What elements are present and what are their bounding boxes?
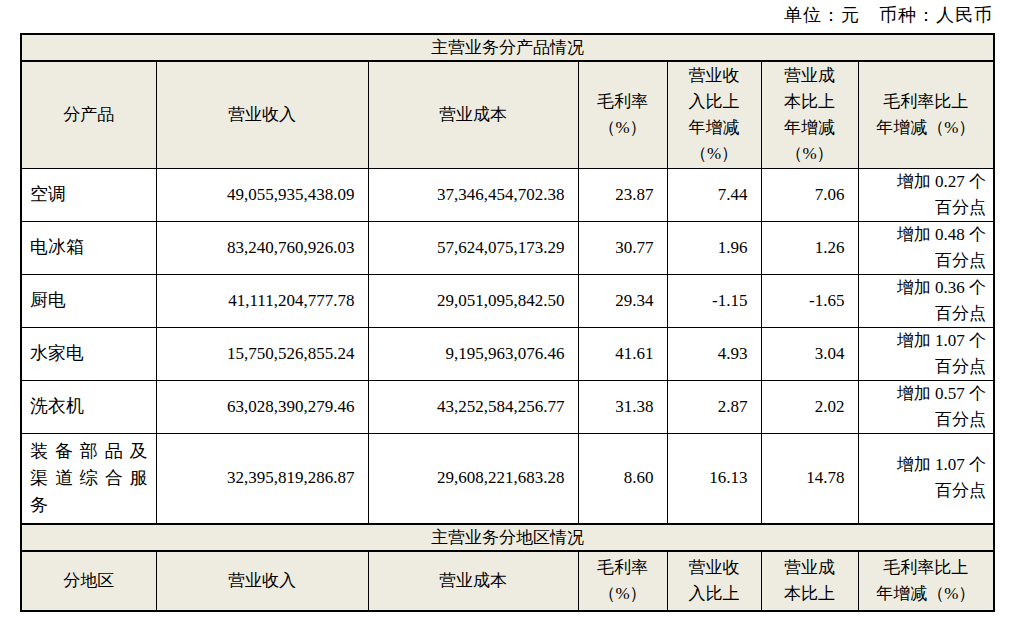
- cell-product: 洗衣机: [21, 380, 156, 433]
- table-row: 电冰箱 83,240,760,926.03 57,624,075,173.29 …: [21, 221, 994, 274]
- col-header-revenue-change: 营业收 入比上 年增减 （%）: [667, 61, 761, 168]
- col-header-margin: 毛利率 （%）: [578, 61, 667, 168]
- cell-product: 厨电: [21, 274, 156, 327]
- cell-product: 装备部品及渠道综合服务: [21, 433, 156, 524]
- cell-revenue: 49,055,935,438.09: [156, 168, 368, 221]
- cell-margin-change: 增加 1.07 个 百分点: [858, 433, 994, 524]
- col-header-revenue: 营业收入: [156, 551, 368, 611]
- cell-product: 电冰箱: [21, 221, 156, 274]
- cell-product: 空调: [21, 168, 156, 221]
- table-row: 洗衣机 63,028,390,279.46 43,252,584,256.77 …: [21, 380, 994, 433]
- cell-margin-change: 增加 1.07 个 百分点: [858, 327, 994, 380]
- cell-revenue-change: 16.13: [667, 433, 761, 524]
- cell-revenue-change: 7.44: [667, 168, 761, 221]
- section1-title: 主营业务分产品情况: [21, 34, 994, 61]
- cell-margin-change: 增加 0.57 个 百分点: [858, 380, 994, 433]
- cell-margin-change: 增加 0.36 个 百分点: [858, 274, 994, 327]
- col-header-margin-change: 毛利率比上 年增减（%）: [858, 551, 994, 611]
- col-header-cost-change: 营业成 本比上 年增减 （%）: [761, 61, 858, 168]
- cell-cost-change: -1.65: [761, 274, 858, 327]
- cell-margin: 8.60: [578, 433, 667, 524]
- table-row: 空调 49,055,935,438.09 37,346,454,702.38 2…: [21, 168, 994, 221]
- report-page: 单位：元 币种：人民币 主营业务分产品情况 分产品 营业收入 营业成本 毛利率 …: [0, 0, 1024, 633]
- cell-revenue-change: 4.93: [667, 327, 761, 380]
- table-row: 水家电 15,750,526,855.24 9,195,963,076.46 4…: [21, 327, 994, 380]
- cell-revenue-change: -1.15: [667, 274, 761, 327]
- cell-margin: 31.38: [578, 380, 667, 433]
- table-row: 装备部品及渠道综合服务 32,395,819,286.87 29,608,221…: [21, 433, 994, 524]
- col-header-cost: 营业成本: [368, 551, 578, 611]
- cell-margin: 23.87: [578, 168, 667, 221]
- col-header-margin: 毛利率 （%）: [578, 551, 667, 611]
- col-header-product: 分产品: [21, 61, 156, 168]
- col-header-cost-change: 营业成 本比上: [761, 551, 858, 611]
- cell-cost-change: 14.78: [761, 433, 858, 524]
- cell-margin: 30.77: [578, 221, 667, 274]
- cell-revenue-change: 2.87: [667, 380, 761, 433]
- section1-header-row: 分产品 营业收入 营业成本 毛利率 （%） 营业收 入比上 年增减 （%） 营业…: [21, 61, 994, 168]
- table-row: 厨电 41,111,204,777.78 29,051,095,842.50 2…: [21, 274, 994, 327]
- cell-margin: 29.34: [578, 274, 667, 327]
- col-header-margin-change: 毛利率比上 年增减（%）: [858, 61, 994, 168]
- cell-revenue: 15,750,526,855.24: [156, 327, 368, 380]
- section2-title-row: 主营业务分地区情况: [21, 524, 994, 551]
- unit-currency-note: 单位：元 币种：人民币: [784, 3, 993, 27]
- cell-revenue: 83,240,760,926.03: [156, 221, 368, 274]
- col-header-revenue-change: 营业收 入比上: [667, 551, 761, 611]
- cell-revenue: 63,028,390,279.46: [156, 380, 368, 433]
- main-business-table: 主营业务分产品情况 分产品 营业收入 营业成本 毛利率 （%） 营业收 入比上 …: [20, 33, 995, 612]
- cell-revenue-change: 1.96: [667, 221, 761, 274]
- section2-header-row: 分地区 营业收入 营业成本 毛利率 （%） 营业收 入比上 营业成 本比上 毛利…: [21, 551, 994, 611]
- cell-cost-change: 1.26: [761, 221, 858, 274]
- section1-title-row: 主营业务分产品情况: [21, 34, 994, 61]
- cell-cost: 9,195,963,076.46: [368, 327, 578, 380]
- cell-cost-change: 7.06: [761, 168, 858, 221]
- col-header-revenue: 营业收入: [156, 61, 368, 168]
- cell-margin: 41.61: [578, 327, 667, 380]
- cell-cost-change: 2.02: [761, 380, 858, 433]
- cell-product: 水家电: [21, 327, 156, 380]
- cell-cost-change: 3.04: [761, 327, 858, 380]
- col-header-region: 分地区: [21, 551, 156, 611]
- cell-margin-change: 增加 0.48 个 百分点: [858, 221, 994, 274]
- cell-cost: 43,252,584,256.77: [368, 380, 578, 433]
- cell-cost: 29,608,221,683.28: [368, 433, 578, 524]
- cell-revenue: 41,111,204,777.78: [156, 274, 368, 327]
- cell-margin-change: 增加 0.27 个 百分点: [858, 168, 994, 221]
- cell-revenue: 32,395,819,286.87: [156, 433, 368, 524]
- cell-cost: 57,624,075,173.29: [368, 221, 578, 274]
- cell-cost: 37,346,454,702.38: [368, 168, 578, 221]
- section2-title: 主营业务分地区情况: [21, 524, 994, 551]
- cell-cost: 29,051,095,842.50: [368, 274, 578, 327]
- col-header-cost: 营业成本: [368, 61, 578, 168]
